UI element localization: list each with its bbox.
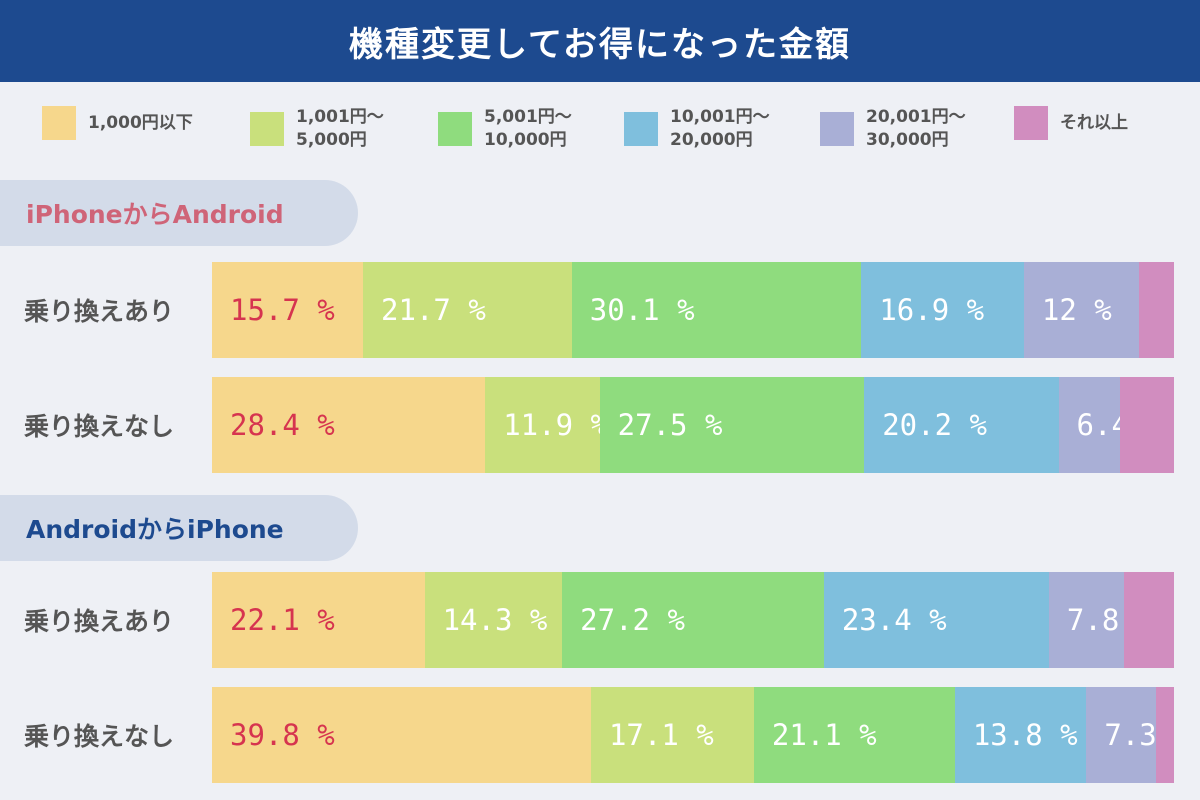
chart-title-bar: 機種変更してお得になった金額 xyxy=(0,0,1200,82)
bar-segment: 20.2 % xyxy=(864,377,1059,473)
stacked-bar: 28.4 % 11.9 % 27.5 % 20.2 % 6.4 % xyxy=(212,377,1174,473)
stacked-bar: 15.7 % 21.7 % 30.1 % 16.9 % 12 % xyxy=(212,262,1174,358)
bar-segment: 7.3 % xyxy=(1086,687,1156,783)
legend-item: 20,001円〜 30,000円 xyxy=(820,106,966,152)
stacked-bar: 22.1 % 14.3 % 27.2 % 23.4 % 7.8 % xyxy=(212,572,1174,668)
legend-swatch xyxy=(1014,106,1048,140)
data-label: 27.5 % xyxy=(617,408,723,442)
legend-item: 1,000円以下 xyxy=(42,106,193,140)
section-title: iPhoneからAndroid xyxy=(26,200,284,229)
data-label: 22.1 % xyxy=(230,603,335,637)
data-label: 7.8 % xyxy=(1066,603,1124,637)
bar-segment xyxy=(1139,262,1174,358)
row-label: 乗り換えなし xyxy=(24,412,175,441)
bar-segment: 15.7 % xyxy=(212,262,364,358)
legend-label: それ以上 xyxy=(1060,112,1128,133)
data-label: 21.7 % xyxy=(381,293,486,327)
row-label: 乗り換えあり xyxy=(24,607,175,636)
legend-label: 1,001円〜 5,000円 xyxy=(296,107,384,150)
bar-segment: 17.1 % xyxy=(590,687,754,783)
data-label: 30.1 % xyxy=(589,293,695,327)
bar-segment: 11.9 % xyxy=(485,377,600,473)
bar-segment: 16.9 % xyxy=(861,262,1024,358)
data-label: 13.8 % xyxy=(972,718,1078,752)
row-label: 乗り換えなし xyxy=(24,722,175,751)
stacked-bar: 39.8 % 17.1 % 21.1 % 13.8 % 7.3 % xyxy=(212,687,1174,783)
data-label: 6.4 % xyxy=(1076,408,1121,442)
data-label: 17.1 % xyxy=(608,718,714,752)
legend: 1,000円以下 1,001円〜 5,000円 5,001円〜 10,000円 10,… xyxy=(0,82,1200,162)
data-label: 11.9 % xyxy=(503,408,600,442)
data-label: 27.2 % xyxy=(580,603,685,637)
legend-item: それ以上 xyxy=(1014,106,1128,140)
bar-segment: 14.3 % xyxy=(424,572,563,668)
legend-swatch xyxy=(624,112,658,146)
data-label: 16.9 % xyxy=(879,293,985,327)
legend-label: 1,000円以下 xyxy=(88,112,193,133)
bar-segment: 23.4 % xyxy=(823,572,1049,668)
legend-swatch xyxy=(42,106,76,140)
section-header: AndroidからiPhone xyxy=(0,495,358,561)
bar-segment: 30.1 % xyxy=(571,262,862,358)
bar-segment: 21.1 % xyxy=(753,687,955,783)
section-title: AndroidからiPhone xyxy=(26,515,284,544)
bar-segment: 22.1 % xyxy=(212,572,425,668)
legend-swatch xyxy=(438,112,472,146)
chart-title: 機種変更してお得になった金額 xyxy=(349,24,851,65)
row-label: 乗り換えあり xyxy=(24,297,175,326)
data-label: 23.4 % xyxy=(841,603,947,637)
data-label: 28.4 % xyxy=(230,408,335,442)
legend-swatch xyxy=(250,112,284,146)
bar-segment xyxy=(1123,572,1174,668)
data-label: 12 % xyxy=(1041,293,1112,327)
legend-label: 5,001円〜 10,000円 xyxy=(484,107,572,150)
legend-item: 1,001円〜 5,000円 xyxy=(250,106,384,152)
bar-segment: 27.2 % xyxy=(562,572,824,668)
data-label: 14.3 % xyxy=(442,603,548,637)
bar-segment: 7.8 % xyxy=(1048,572,1124,668)
bar-segment: 6.4 % xyxy=(1058,377,1121,473)
section-header: iPhoneからAndroid xyxy=(0,180,358,246)
legend-item: 5,001円〜 10,000円 xyxy=(438,106,572,152)
bar-segment xyxy=(1156,687,1174,783)
bar-segment: 39.8 % xyxy=(212,687,591,783)
bar-segment: 28.4 % xyxy=(212,377,486,473)
bar-segment: 21.7 % xyxy=(363,262,572,358)
legend-label: 10,001円〜 20,000円 xyxy=(670,107,770,150)
legend-swatch xyxy=(820,112,854,146)
legend-item: 10,001円〜 20,000円 xyxy=(624,106,770,152)
data-label: 7.3 % xyxy=(1104,718,1156,752)
data-label: 20.2 % xyxy=(882,408,987,442)
data-label: 39.8 % xyxy=(230,718,335,752)
legend-label: 20,001円〜 30,000円 xyxy=(866,107,966,150)
bar-segment: 12 % xyxy=(1023,262,1140,358)
bar-segment: 27.5 % xyxy=(599,377,865,473)
bar-segment xyxy=(1120,377,1174,473)
bar-segment: 13.8 % xyxy=(954,687,1087,783)
data-label: 21.1 % xyxy=(771,718,877,752)
data-label: 15.7 % xyxy=(230,293,335,327)
